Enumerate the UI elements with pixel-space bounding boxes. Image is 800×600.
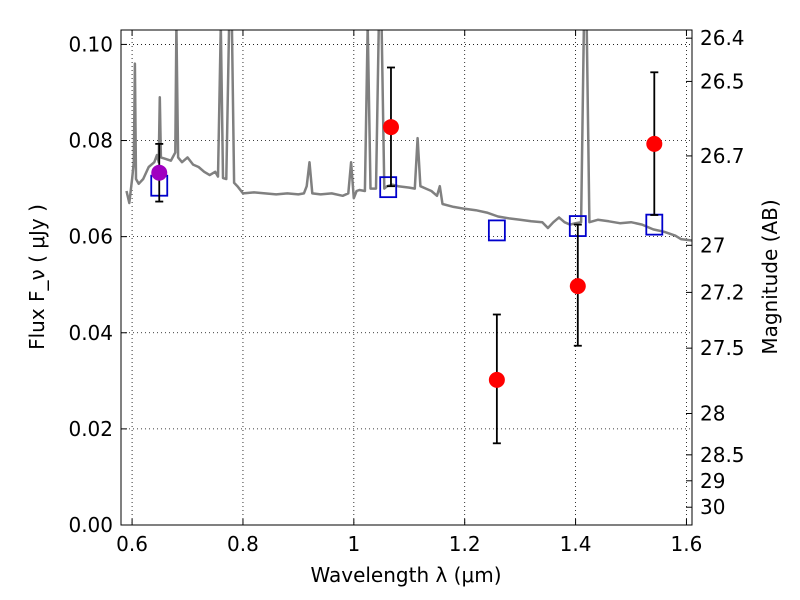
x-tick-label: 1.2 <box>449 532 481 556</box>
observed-flux-point <box>646 135 663 152</box>
right-tick-label: 28.5 <box>700 443 745 467</box>
y-tick-label: 0.04 <box>68 321 113 345</box>
right-tick-label: 28 <box>700 402 725 426</box>
model-photometry-layer <box>150 174 664 242</box>
x-tick-label: 0.6 <box>116 532 148 556</box>
y-tick-label: 0.08 <box>68 129 113 153</box>
x-tick-label: 0.8 <box>227 532 259 556</box>
y-tick-label: 0.10 <box>68 32 113 56</box>
right-tick-label: 27.5 <box>700 336 745 360</box>
grid-lines <box>121 30 692 526</box>
y-tick-label: 0.06 <box>68 225 113 249</box>
plot-frame <box>120 29 693 526</box>
axis-ticks: 0.6 0.8 1 1.2 1.4 1.6 0.00 0.02 0.04 0.06 0.08 0.10… <box>68 26 744 556</box>
observed-flux-point <box>488 371 505 388</box>
x-tick-label: 1 <box>347 532 360 556</box>
model-flux-square <box>379 176 398 199</box>
right-tick-label: 29 <box>700 469 725 493</box>
right-tick-label: 26.4 <box>700 26 745 50</box>
observed-flux-point <box>569 278 586 295</box>
model-flux-square <box>487 219 506 242</box>
right-axis-label: Magnitude (AB) <box>758 199 782 354</box>
x-tick-label: 1.6 <box>671 532 703 556</box>
right-tick-label: 27 <box>700 233 725 257</box>
y-axis-label: Flux F_ν ( μJy ) <box>25 204 49 350</box>
right-tick-label: 26.7 <box>700 144 745 168</box>
y-tick-label: 0.00 <box>68 513 113 537</box>
y-tick-label: 0.02 <box>68 417 113 441</box>
right-tick-label: 26.5 <box>700 69 745 93</box>
x-axis-label: Wavelength λ (μm) <box>310 563 501 587</box>
right-tick-label: 30 <box>700 495 725 519</box>
highlighted-flux-point <box>151 164 168 181</box>
right-tick-label: 27.2 <box>700 280 745 304</box>
model-spectrum-layer <box>125 30 692 242</box>
observed-photometry-layer <box>151 66 663 445</box>
observed-flux-point <box>382 119 399 136</box>
x-tick-label: 1.4 <box>560 532 592 556</box>
model-spectrum-line <box>125 30 692 242</box>
